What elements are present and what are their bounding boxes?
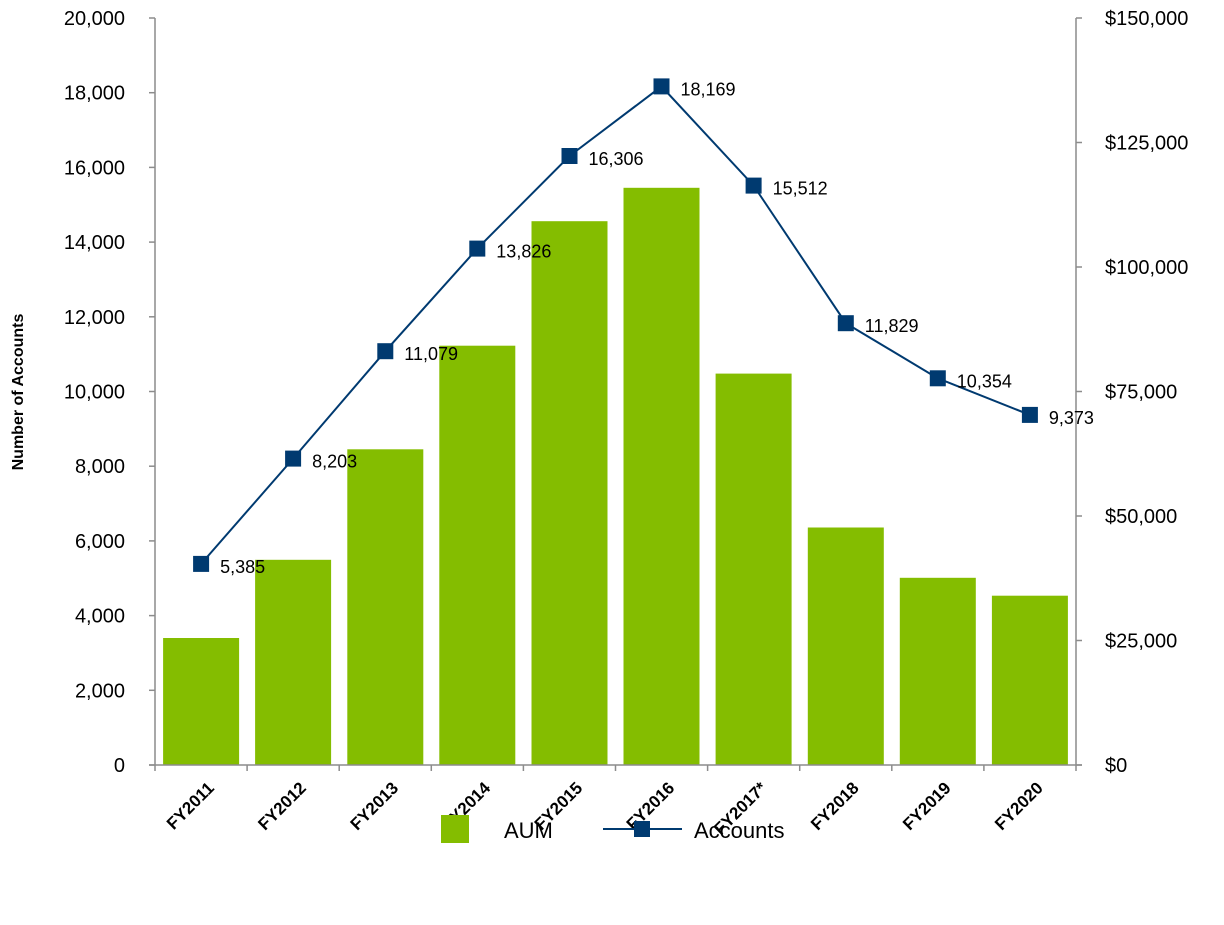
aum-bar xyxy=(991,595,1068,765)
x-tick-label: FY2011 xyxy=(163,778,218,833)
x-tick-label: FY2013 xyxy=(347,778,403,834)
accounts-marker xyxy=(561,148,578,164)
accounts-data-label: 10,354 xyxy=(957,371,1012,391)
accounts-data-label: 18,169 xyxy=(681,79,736,99)
accounts-marker xyxy=(929,370,946,387)
aum-bar xyxy=(623,187,700,766)
accounts-line xyxy=(193,78,1038,572)
legend: AUM Accounts xyxy=(441,815,785,843)
aum-bar xyxy=(439,345,516,765)
x-tick-label: FY2019 xyxy=(899,778,955,834)
y-tick-label: 8,000 xyxy=(75,456,125,478)
aum-bars xyxy=(163,187,1068,766)
accounts-line-path xyxy=(200,85,1031,565)
accounts-marker xyxy=(377,343,394,360)
accounts-data-label: 11,829 xyxy=(865,316,919,336)
x-tick-label: FY2018 xyxy=(807,778,863,834)
accounts-data-label: 8,203 xyxy=(312,452,357,472)
y-tick-label: 18,000 xyxy=(64,83,125,105)
accounts-marker xyxy=(837,315,854,332)
aum-bar xyxy=(531,221,608,765)
legend-swatch-aum xyxy=(441,815,469,843)
accounts-data-label: 9,373 xyxy=(1049,408,1094,428)
y2-tick-label: $150,000 xyxy=(1105,8,1188,30)
x-tick-label: FY2020 xyxy=(991,778,1047,834)
y-tick-label: 0 xyxy=(114,755,125,777)
data-labels: 5,385 8,203 11,079 13,826 16,306 18,169 15,512… xyxy=(220,79,1094,577)
aum-bar xyxy=(255,559,332,765)
legend-label-aum: AUM xyxy=(504,818,553,843)
y-tick-label: 10,000 xyxy=(64,382,125,404)
legend-label-accounts: Accounts xyxy=(694,818,785,843)
y-tick-label: 14,000 xyxy=(64,232,125,254)
accounts-marker xyxy=(469,240,486,257)
y-tick-label: 4,000 xyxy=(75,606,125,628)
y-tick-label: 16,000 xyxy=(64,157,125,179)
y2-tick-label: $100,000 xyxy=(1105,257,1188,279)
axes: 0 2,000 4,000 6,000 8,000 10,000 12,000 14,000 1… xyxy=(64,8,1189,839)
accounts-marker xyxy=(745,177,762,194)
y-tick-label: 20,000 xyxy=(64,8,125,30)
aum-bar xyxy=(163,638,240,765)
x-tick-label: FY2016 xyxy=(623,778,679,834)
accounts-marker xyxy=(653,78,670,95)
y-tick-label: 12,000 xyxy=(64,307,125,329)
accounts-data-label: 5,385 xyxy=(220,557,265,577)
y2-tick-label: $0 xyxy=(1105,755,1127,777)
accounts-data-label: 13,826 xyxy=(496,242,551,262)
y-axis-label: Number of Accounts xyxy=(10,314,27,471)
y2-tick-label: $25,000 xyxy=(1105,631,1177,653)
y2-tick-label: $125,000 xyxy=(1105,133,1188,155)
accounts-marker xyxy=(1021,406,1038,423)
accounts-data-label: 16,306 xyxy=(589,149,644,169)
y2-tick-label: $50,000 xyxy=(1105,506,1177,528)
y-tick-label: 6,000 xyxy=(75,531,125,553)
legend-marker-accounts xyxy=(634,821,650,837)
aum-bar xyxy=(347,449,424,765)
y2-tick-label: $75,000 xyxy=(1105,382,1177,404)
aum-bar xyxy=(807,527,884,765)
aum-bar xyxy=(899,577,976,765)
x-tick-label: FY2012 xyxy=(254,778,310,834)
accounts-marker xyxy=(193,555,210,572)
y-tick-label: 2,000 xyxy=(75,680,125,702)
accounts-data-label: 11,079 xyxy=(404,344,458,364)
aum-bar xyxy=(715,373,792,765)
accounts-marker xyxy=(285,450,302,467)
accounts-data-label: 15,512 xyxy=(773,179,828,199)
